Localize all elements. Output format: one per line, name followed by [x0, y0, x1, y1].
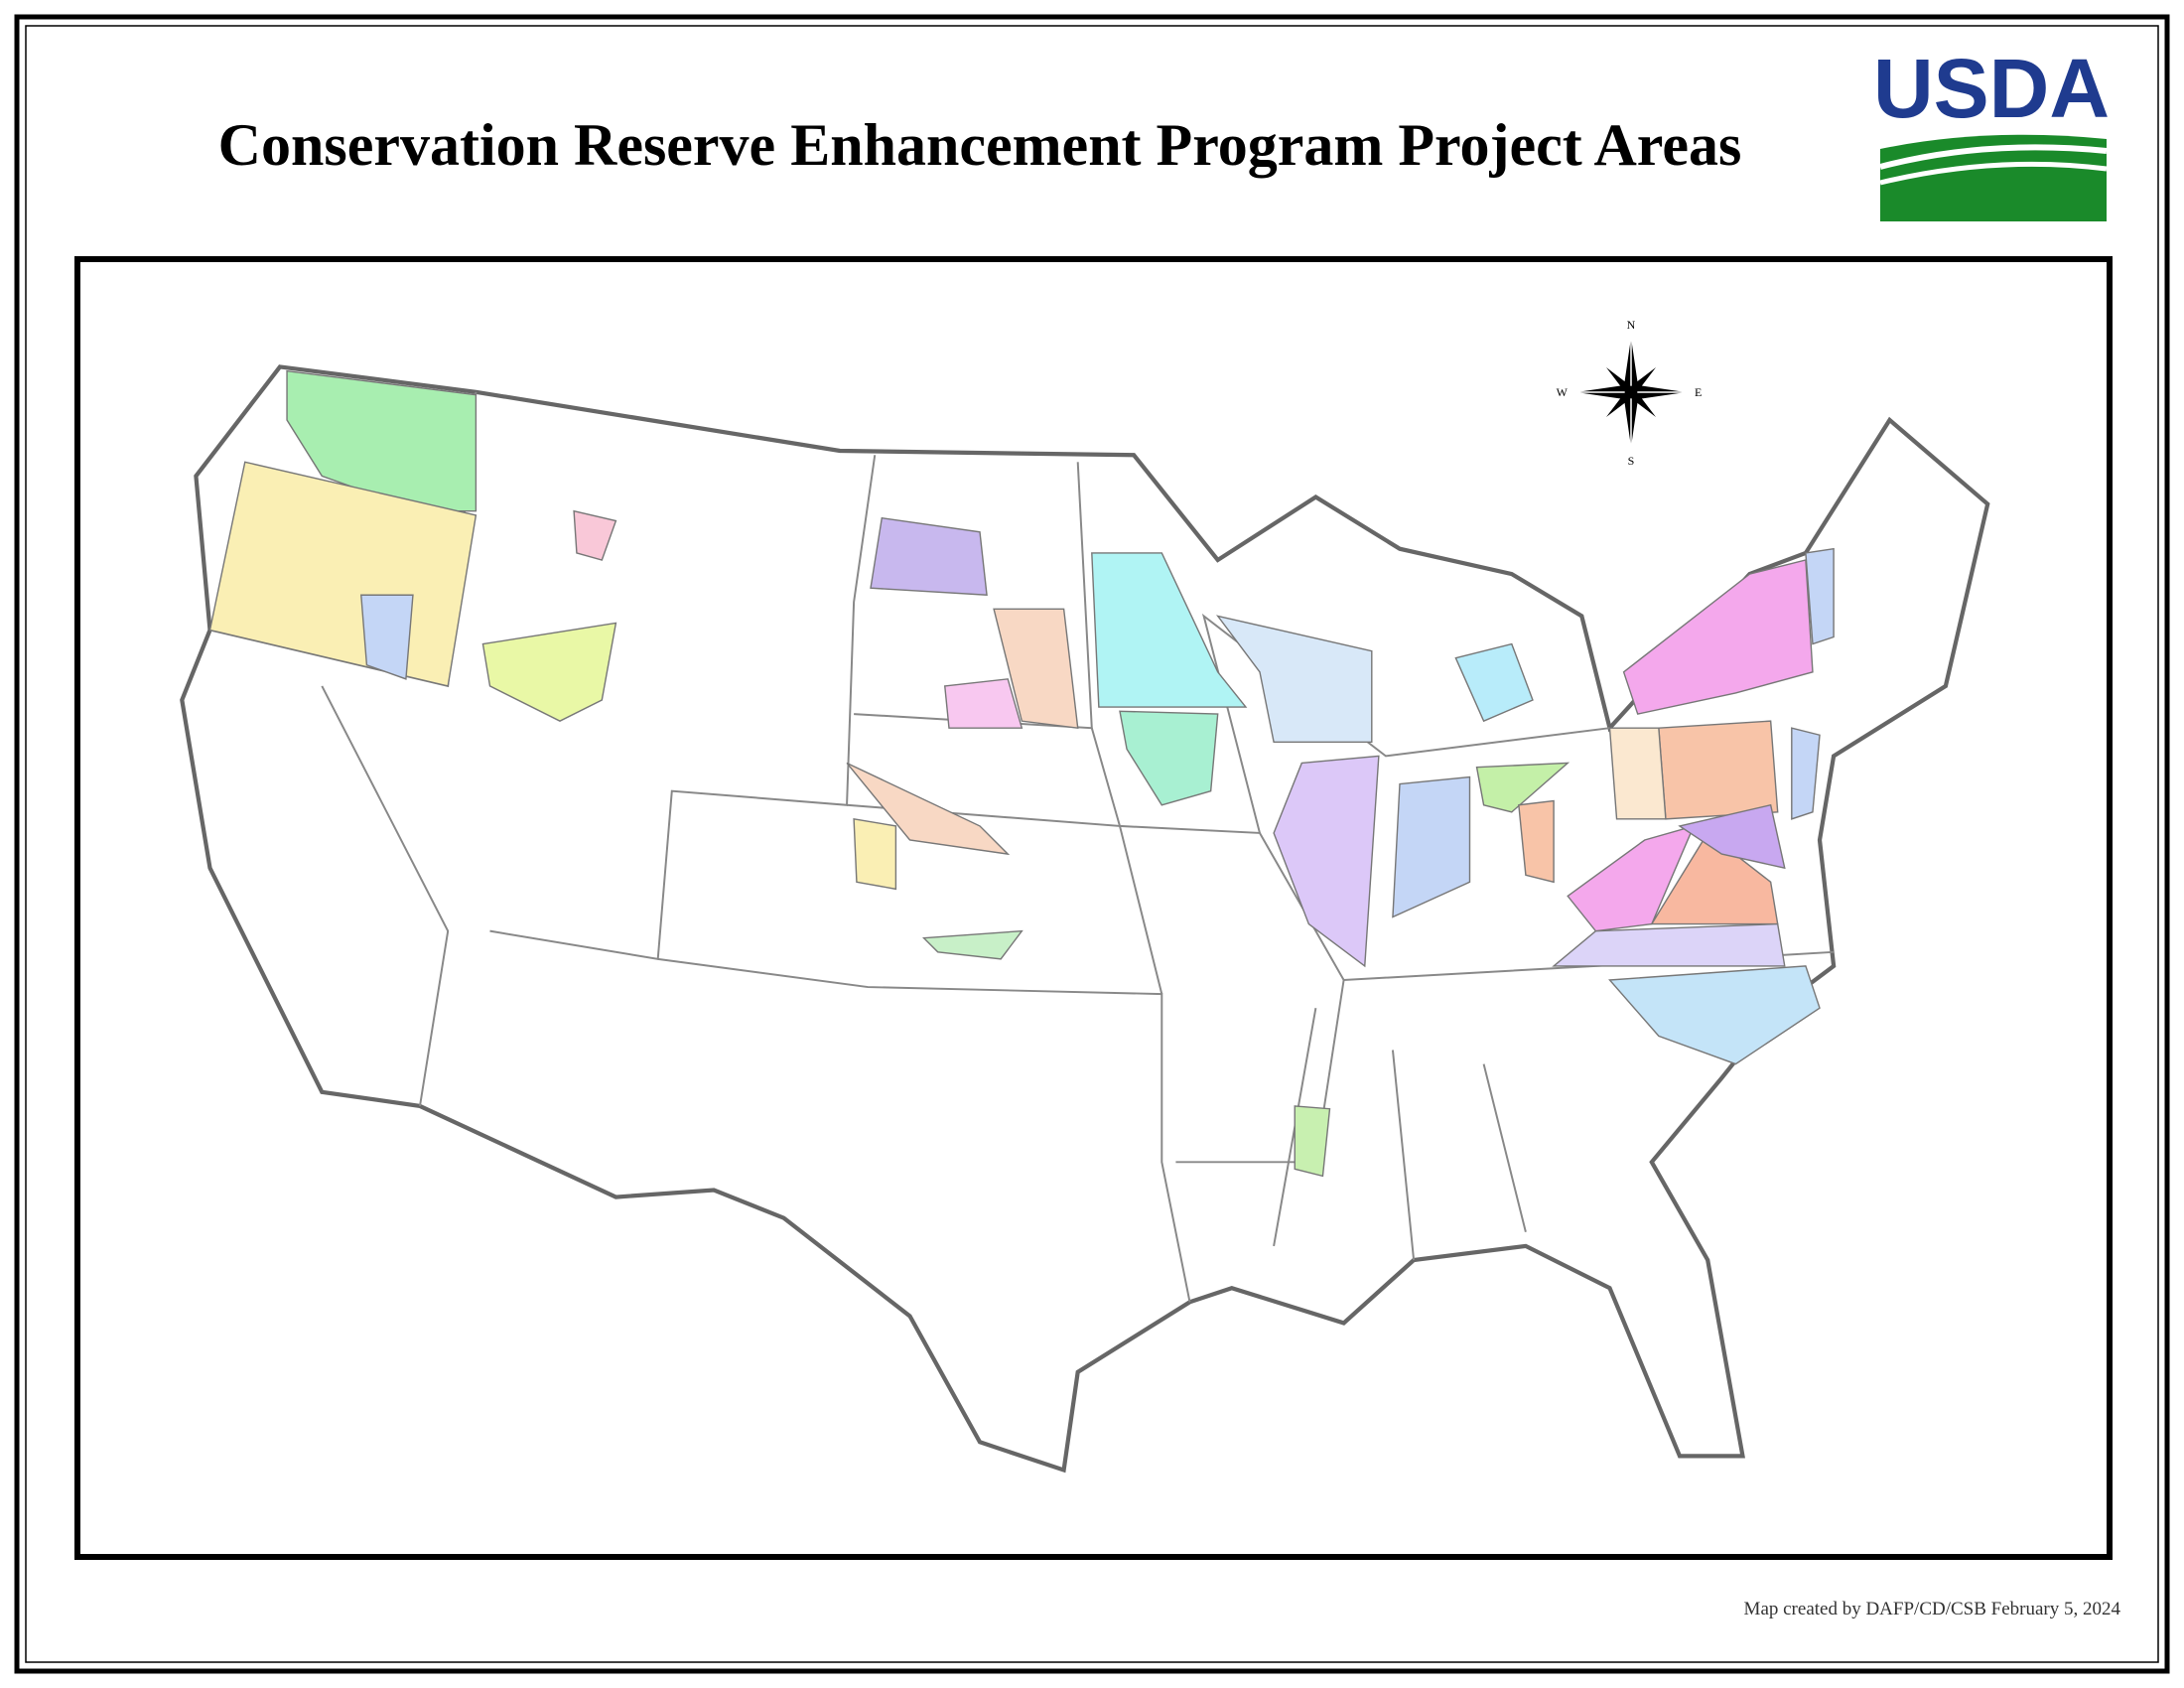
- outer-border: [14, 14, 2170, 1674]
- compass-diagonal: [1606, 367, 1656, 417]
- project-area: [360, 594, 414, 680]
- project-area: [870, 516, 988, 597]
- state-line: [854, 462, 1093, 730]
- project-area: [1454, 642, 1534, 723]
- compass-east: E: [1695, 385, 1702, 399]
- logo-stripe: [1879, 144, 2108, 170]
- state-line: [489, 455, 877, 960]
- project-area: [1552, 922, 1786, 967]
- compass: N E S W: [1557, 318, 1703, 468]
- project-area: [1650, 831, 1779, 925]
- project-area: [1608, 965, 1821, 1065]
- project-area: [481, 622, 617, 722]
- project-areas: [208, 369, 1835, 1178]
- project-area: [1678, 803, 1786, 870]
- project-area: [922, 929, 1024, 960]
- project-area: [1091, 552, 1248, 708]
- project-area: [943, 678, 1024, 729]
- project-area: [993, 608, 1079, 730]
- project-area: [1791, 727, 1821, 820]
- project-area: [1392, 775, 1471, 918]
- project-area: [853, 818, 897, 891]
- project-area: [1475, 762, 1570, 813]
- compass-south: S: [1628, 454, 1635, 468]
- us-map: [180, 364, 1990, 1474]
- project-area: [1215, 615, 1373, 744]
- usda-logo: USDA: [1873, 42, 2110, 221]
- project-area: [846, 762, 1011, 856]
- us-outline: [180, 364, 1990, 1474]
- state-line: [321, 685, 450, 1107]
- compass-north: N: [1627, 318, 1636, 332]
- project-area: [1622, 559, 1814, 715]
- credit: Map created by DAFP/CD/CSB February 5, 2…: [1744, 1599, 2121, 1619]
- logo-stripe: [1879, 161, 2108, 186]
- project-area: [1119, 710, 1219, 806]
- project-area: [1658, 720, 1779, 820]
- project-area: [1294, 1105, 1331, 1178]
- project-area: [1273, 755, 1380, 968]
- title: Conservation Reserve Enhancement Program…: [218, 112, 1742, 178]
- logo-text: USDA: [1873, 42, 2110, 135]
- project-area: [573, 509, 617, 561]
- project-area: [1608, 727, 1667, 820]
- project-area: [1518, 799, 1555, 884]
- inner-border: [25, 25, 2159, 1663]
- project-area: [1567, 824, 1696, 932]
- compass-west: W: [1557, 385, 1569, 399]
- project-area: [1805, 547, 1835, 645]
